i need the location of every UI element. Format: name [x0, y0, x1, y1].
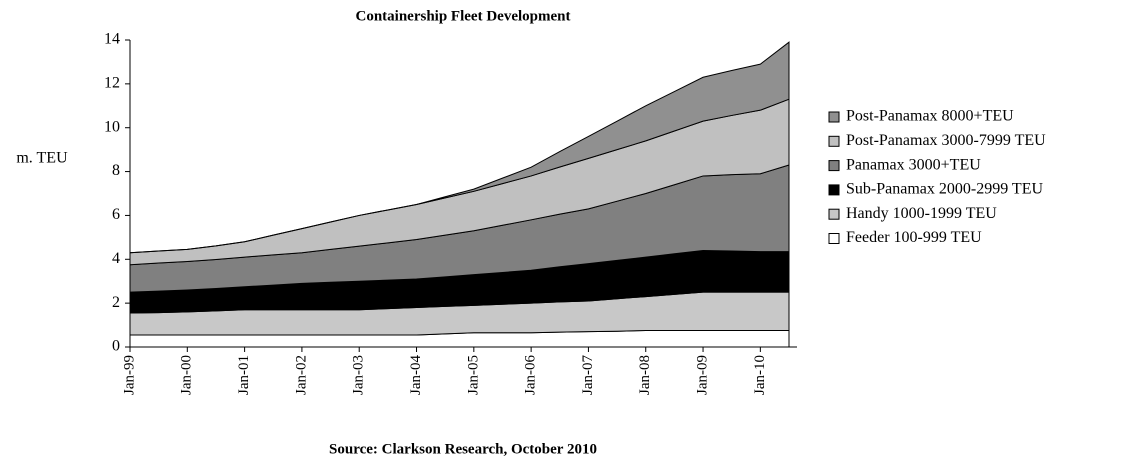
x-tick-label: Jan-99: [121, 355, 137, 395]
y-tick-label: 4: [112, 250, 120, 267]
y-tick-label: 2: [112, 294, 120, 311]
x-tick-label: Jan-07: [580, 355, 596, 395]
x-tick-label: Jan-05: [465, 355, 481, 395]
y-tick-label: 14: [104, 31, 120, 48]
y-tick-label: 12: [104, 75, 120, 92]
legend-label: Post-Panamax 3000-7999 TEU: [846, 132, 1046, 149]
x-tick-label: Jan-09: [694, 355, 710, 395]
source: Source: Clarkson Research, October 2010: [329, 441, 597, 457]
legend-swatch: [828, 208, 840, 220]
legend-swatch: [828, 135, 840, 147]
legend-label: Handy 1000-1999 TEU: [846, 205, 997, 222]
x-tick-label: Jan-10: [752, 355, 768, 395]
area: [129, 41, 790, 254]
y-axis-label: m. TEU: [16, 150, 68, 167]
x-tick-label: Jan-06: [523, 355, 539, 395]
legend-label: Post-Panamax 8000+TEU: [846, 108, 1014, 125]
y-tick-label: 0: [112, 338, 120, 355]
x-tick-label: Jan-01: [236, 355, 252, 395]
x-tick-label: Jan-03: [351, 355, 367, 395]
legend-swatch: [828, 160, 840, 172]
legend-swatch: [828, 233, 840, 244]
legend-swatch: [828, 111, 840, 123]
legend-label: Sub-Panamax 2000-2999 TEU: [846, 181, 1043, 198]
chart-title: Containership Fleet Development: [356, 8, 571, 24]
legend-label: Feeder 100-999 TEU: [846, 229, 982, 246]
x-tick-label: Jan-04: [408, 355, 424, 395]
y-tick-label: 8: [112, 162, 120, 179]
x-tick-label: Jan-08: [637, 355, 653, 395]
y-tick-label: 6: [112, 206, 120, 223]
x-tick-label: Jan-02: [293, 355, 309, 395]
y-tick-label: 10: [104, 118, 120, 135]
legend-swatch: [828, 184, 840, 196]
legend-label: Panamax 3000+TEU: [846, 156, 981, 173]
x-tick-label: Jan-00: [179, 355, 195, 395]
